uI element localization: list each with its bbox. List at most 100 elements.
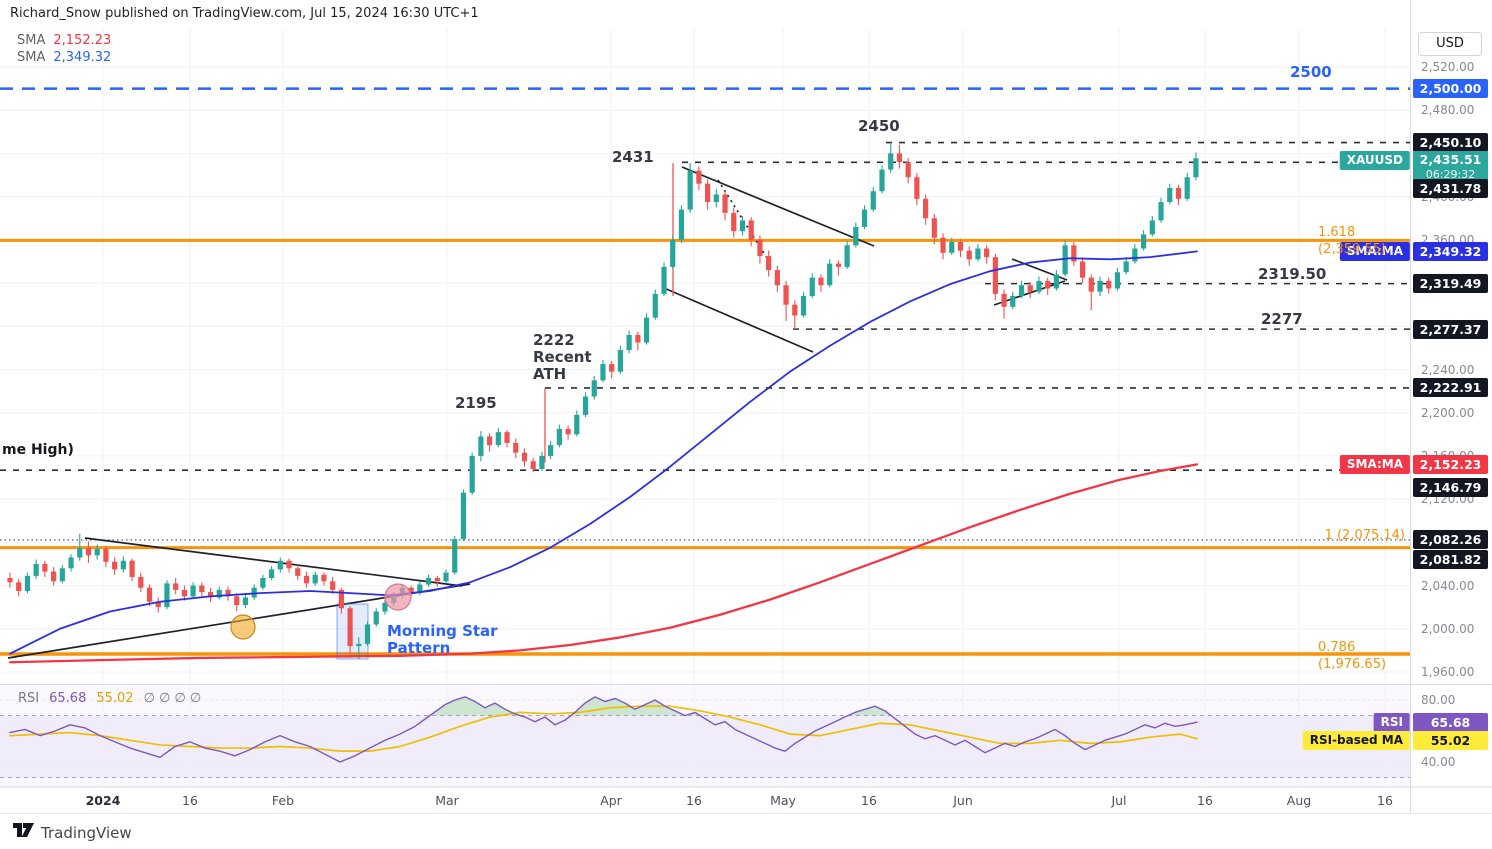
candle-body: [504, 432, 510, 443]
candle-body: [1106, 280, 1112, 289]
candle-body: [242, 597, 249, 606]
candle-body: [1167, 188, 1173, 203]
time-axis-label: Feb: [271, 793, 295, 808]
candle-body: [1175, 188, 1182, 199]
candle-body: [356, 643, 362, 647]
candle-body: [626, 334, 632, 351]
level-2277-label: 2277: [1261, 310, 1303, 328]
rsi-pane-bg: [0, 684, 1410, 787]
sma-ma-axis-tag: SMA:MA: [1339, 241, 1410, 261]
legend-sma-200[interactable]: SMA 2,152.23: [17, 33, 112, 48]
candle-body: [861, 209, 868, 227]
candle-body: [364, 624, 371, 644]
price-axis-badge: 2,081.82: [1413, 549, 1488, 569]
candle-body: [103, 548, 109, 562]
candle-body: [705, 183, 711, 203]
candle-body: [800, 296, 807, 316]
candle-body: [591, 380, 597, 397]
pattern-marker-circle[interactable]: [384, 583, 412, 611]
rsi-axis-tag: RSI: [1373, 712, 1410, 732]
time-axis-label: Jul: [1111, 793, 1127, 808]
candle-body: [1010, 296, 1016, 307]
candle-body: [1088, 277, 1094, 292]
recent-ath-label: 2222 Recent ATH: [533, 331, 592, 383]
candle-body: [199, 585, 205, 593]
fib-0786-label: 0.786 (1,976.65): [1318, 640, 1387, 672]
time-axis-label: Aug: [1286, 793, 1312, 808]
candle-body: [16, 582, 22, 591]
candle-body: [748, 220, 754, 240]
rsi-band: [0, 715, 1410, 778]
time-axis-label: Jun: [953, 793, 973, 808]
candle-body: [478, 436, 484, 456]
candle-body: [338, 589, 344, 609]
candle-body: [835, 263, 841, 267]
candle-body: [330, 581, 336, 590]
legend-sma-50[interactable]: SMA 2,349.32: [17, 50, 112, 65]
pattern-marker-circle[interactable]: [230, 614, 256, 640]
candle-body: [1123, 261, 1129, 273]
price-axis-badge: 2,082.26: [1413, 530, 1488, 550]
candle-body: [286, 560, 292, 569]
candle-body: [225, 589, 231, 597]
candle-body: [164, 583, 170, 608]
candle-body: [85, 547, 92, 556]
rsi-legend[interactable]: RSI 65.68 55.02 ∅ ∅ ∅ ∅: [18, 691, 211, 706]
candle-body: [617, 350, 623, 372]
indicator-legend: SMA 2,152.23 SMA 2,349.32: [17, 32, 111, 66]
candle-body: [984, 248, 990, 258]
candle-body: [77, 547, 83, 558]
time-axis-label: 16: [182, 793, 198, 808]
all-time-high-label: me High): [2, 442, 74, 458]
time-axis-label: 16: [1377, 793, 1393, 808]
candle-body: [521, 452, 528, 462]
price-axis-badge: 2,431.78: [1413, 178, 1488, 198]
candle-body: [574, 414, 580, 435]
sma-ma-axis-tag: SMA:MA: [1339, 454, 1410, 474]
candle-body: [870, 191, 876, 210]
candle-body: [1001, 293, 1007, 307]
currency-toggle-button[interactable]: USD: [1418, 32, 1482, 56]
candle-body: [923, 198, 929, 219]
candle-body: [1036, 280, 1042, 292]
price-axis-badge: 2,222.91: [1413, 378, 1488, 398]
candle-body: [530, 461, 536, 469]
price-axis-badge: 2,319.49: [1413, 274, 1488, 294]
candle-body: [896, 153, 903, 163]
fib-1-label: 1 (2,075.14): [1324, 528, 1405, 543]
candle-body: [155, 601, 161, 608]
candle-body: [696, 170, 702, 184]
candle-body: [975, 248, 981, 260]
candle-body: [33, 563, 39, 576]
peak-2431-label: 2431: [612, 148, 654, 166]
level-2195-label: 2195: [455, 394, 497, 412]
candle-body: [670, 239, 676, 267]
candle-body: [181, 589, 187, 597]
candle-body: [757, 239, 763, 257]
price-tick-label: 1,960.00: [1421, 665, 1475, 679]
price-tick-label: 2,240.00: [1421, 362, 1475, 377]
level-2319-label: 2319.50: [1258, 265, 1327, 283]
candle-body: [146, 587, 153, 602]
tradingview-logo-icon: [13, 822, 34, 843]
candle-body: [992, 257, 998, 294]
candle-body: [408, 587, 414, 594]
candle-body: [417, 584, 423, 594]
candle-body: [818, 277, 824, 286]
candle-body: [260, 578, 266, 588]
tradingview-footer-link[interactable]: TradingView: [13, 822, 132, 843]
brand-name: TradingView: [41, 823, 132, 842]
candle-body: [138, 576, 144, 588]
candle-body: [321, 574, 327, 582]
time-axis-label: Mar: [435, 793, 459, 808]
candle-body: [1193, 158, 1199, 178]
candle-body: [373, 611, 379, 625]
rsi-line: [9, 696, 1198, 763]
morning-star-label: Morning Star Pattern: [387, 622, 498, 657]
candle-body: [382, 602, 388, 612]
time-axis-label: 16: [861, 793, 877, 808]
trendline: [84, 537, 463, 587]
candle-body: [966, 250, 972, 260]
